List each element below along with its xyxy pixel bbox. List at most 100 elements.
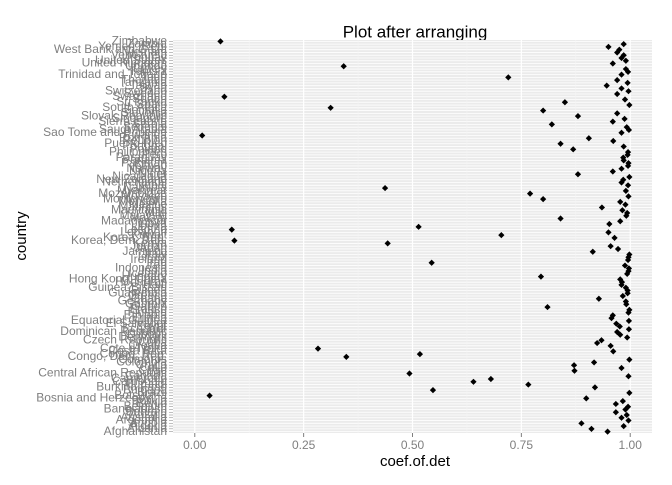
y-tick-label: Sierra Leone [98, 114, 167, 128]
y-tick-label: Montenegro [103, 191, 167, 205]
y-tick-label: Congo, Rep. [100, 346, 167, 360]
point [623, 411, 630, 419]
y-tick-label: Reunion [122, 133, 167, 147]
y-tick-label: Portugal [122, 139, 167, 153]
y-tick-label: Gambia [125, 296, 167, 310]
y-tick-label: United States [95, 53, 167, 67]
y-tick-label: Lesotho [124, 222, 167, 236]
y-tick-label: Bulgaria [123, 382, 167, 396]
y-tick-label: Paraguay [116, 150, 167, 164]
point [384, 240, 391, 247]
x-tick-label: 0.75 [510, 438, 534, 452]
y-tick-label: Togo [141, 70, 167, 84]
y-tick-label: Pakistan [121, 155, 167, 169]
y-tick-label: Sri Lanka [116, 94, 167, 108]
point [231, 237, 238, 244]
y-tick-label: Morocco [121, 189, 167, 203]
y-tick-label: Norway [126, 161, 167, 175]
y-tick-label: Guinea-Bissau [88, 280, 167, 294]
x-tick-label: 1.00 [619, 438, 643, 452]
y-tick-label: Central African Republic [38, 366, 167, 380]
y-tick-label: Hungary [122, 269, 167, 283]
point [217, 38, 224, 45]
point [624, 403, 632, 410]
y-tick-label: Equatorial Guinea [71, 313, 167, 327]
y-tick-label: Lebanon [120, 225, 167, 239]
y-tick-label: Germany [118, 294, 167, 308]
y-tick-label: Bangladesh [104, 402, 167, 416]
y-tick-label: Iceland [128, 266, 167, 280]
y-tick-label: Canada [125, 368, 167, 382]
y-tick-label: Switzerland [105, 83, 167, 97]
point [621, 262, 629, 269]
point [487, 375, 494, 383]
y-tick-label: Korea, Dem. Rep. [71, 233, 167, 247]
y-tick-label: Panama [122, 153, 167, 167]
y-tick-label: Croatia [128, 338, 167, 352]
y-tick-label: Australia [120, 410, 167, 424]
y-tick-label: Swaziland [112, 89, 167, 103]
y-tick-label: Slovenia [121, 106, 167, 120]
y-tick-label: Colombia [116, 355, 167, 369]
y-tick-label: Cambodia [112, 374, 167, 388]
y-tick-label: Tanzania [119, 75, 167, 89]
y-tick-label: Syria [140, 81, 168, 95]
y-tick-label: Ethiopia [124, 308, 168, 322]
y-tick-label: India [141, 263, 167, 277]
point [416, 351, 424, 358]
y-tick-label: Botswana [114, 388, 167, 402]
y-tick-label: El Salvador [106, 316, 167, 330]
y-tick-label: Ireland [130, 252, 167, 266]
y-tick-label: Mozambique [98, 186, 167, 200]
y-tick-label: Iran [146, 258, 167, 272]
y-tick-label: Yemen, Rep. [98, 39, 167, 53]
y-tick-label: Eritrea [132, 310, 168, 324]
y-tick-label: Slovak Republic [81, 108, 167, 122]
y-tick-label: Brazil [137, 385, 167, 399]
y-tick-label: Singapore [112, 111, 167, 125]
y-tick-label: Namibia [123, 180, 167, 194]
y-tick-label: Hong Kong, China [69, 272, 167, 286]
y-tick-label: Bahrain [126, 404, 167, 418]
chart-title: Plot after arranging [343, 22, 488, 41]
y-tick-label: Mauritius [118, 200, 167, 214]
y-tick-label: Comoros [118, 352, 167, 366]
point [429, 386, 437, 394]
point [228, 226, 235, 233]
point [620, 41, 627, 48]
y-tick-label: Argentina [116, 413, 168, 427]
y-tick-label: Ecuador [122, 321, 167, 335]
y-tick-label: Taiwan [130, 78, 167, 92]
point [621, 115, 628, 122]
y-tick-label: South Africa [102, 100, 167, 114]
y-tick-label: Algeria [130, 418, 168, 432]
y-tick-label: Turkey [131, 61, 167, 75]
y-tick-label: Japan [134, 241, 167, 255]
y-tick-label: Niger [138, 166, 167, 180]
point [619, 292, 626, 300]
y-tick-label: Bolivia [132, 393, 168, 407]
point [221, 93, 228, 100]
y-tick-label: Ghana [131, 291, 167, 305]
y-tick-label: Myanmar [117, 183, 167, 197]
point [613, 320, 620, 327]
point [622, 298, 629, 305]
y-tick-label: Indonesia [115, 260, 167, 274]
y-tick-label: Chile [140, 360, 168, 374]
point [595, 295, 602, 302]
y-tick-label: Venezuela [111, 47, 167, 61]
y-tick-label: Italy [145, 247, 167, 261]
y-tick-label: Mauritania [111, 202, 167, 216]
y-tick-label: Vietnam [123, 45, 167, 59]
point [626, 356, 633, 363]
point [415, 223, 422, 230]
y-tick-label: Malaysia [120, 208, 168, 222]
y-tick-label: Thailand [121, 72, 167, 86]
point [625, 326, 633, 333]
y-tick-label: Mexico [129, 197, 167, 211]
y-tick-label: Cuba [138, 335, 167, 349]
y-tick-label: Mongolia [118, 194, 167, 208]
point [625, 265, 633, 272]
x-tick-label: 0.00 [183, 438, 207, 452]
